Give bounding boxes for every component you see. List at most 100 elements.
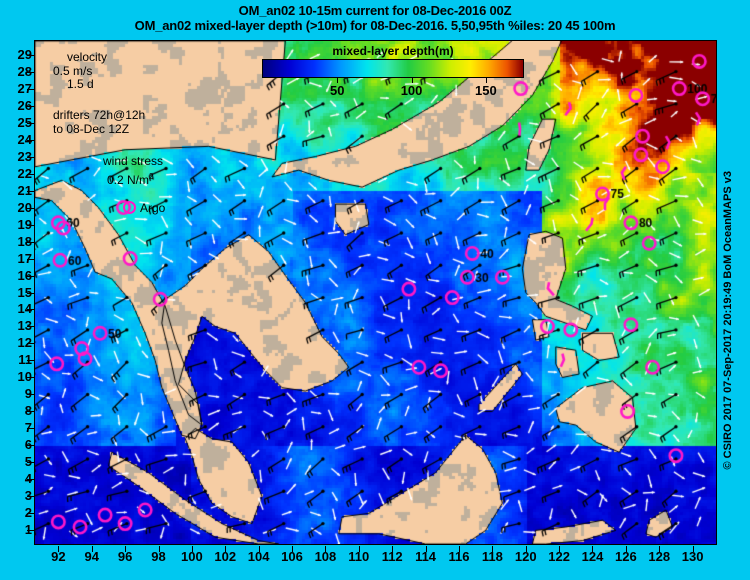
x-axis-tick-label: 98 (151, 549, 166, 564)
colorbar-tick-label: 50 (330, 83, 345, 98)
x-axis-tick-label: 128 (648, 549, 671, 564)
chart-title-line1: OM_an02 10-15m current for 08-Dec-2016 0… (238, 3, 512, 18)
x-axis-tick-mark (492, 546, 494, 552)
y-axis-tick-mark (27, 309, 34, 311)
x-axis-tick-mark (325, 546, 327, 552)
y-axis-tick-label: 6 (24, 437, 32, 453)
map-plot-area[interactable]: velocity 0.5 m/s 1.5 d drifters 72h@12h … (34, 40, 717, 545)
colorbar-tick-mark (485, 78, 487, 83)
x-axis-tick-mark (425, 546, 427, 552)
y-axis-tick-mark (27, 54, 34, 56)
current-wind-overlay-canvas (35, 41, 716, 544)
colorbar-gradient: 50 100 150 (262, 59, 524, 98)
y-axis-tick-label: 11 (18, 352, 32, 368)
x-axis-tick-label: 112 (381, 549, 403, 564)
y-axis-tick-mark (27, 428, 34, 430)
y-axis-tick-mark (27, 275, 34, 277)
copyright-credit: © CSIRO 2017 07-Sep-2017 20:19:49 BoM Oc… (722, 171, 734, 470)
x-axis-tick-mark (692, 546, 694, 552)
x-axis-tick-mark (592, 546, 594, 552)
x-axis-tick-mark (225, 546, 227, 552)
y-axis-tick-mark (27, 360, 34, 362)
x-axis-tick-mark (358, 546, 360, 552)
y-axis-tick-label: 7 (24, 420, 32, 436)
x-axis-tick-mark (559, 546, 561, 552)
x-axis-tick-mark (659, 546, 661, 552)
y-axis-tick-label: 9 (24, 386, 32, 402)
y-axis-tick-label: 10 (17, 369, 32, 385)
y-axis-tick-label: 25 (17, 114, 32, 130)
y-axis-tick-mark (27, 224, 34, 226)
y-axis-tick-label: 20 (17, 199, 32, 215)
y-axis-tick-label: 8 (24, 403, 32, 419)
x-axis-tick-label: 124 (581, 549, 604, 564)
y-axis-tick-label: 1 (24, 522, 32, 538)
x-axis-tick-mark (525, 546, 527, 552)
x-axis-tick-label: 94 (84, 549, 99, 564)
y-axis-tick-mark (27, 173, 34, 175)
y-axis-tick-label: 5 (24, 454, 32, 470)
y-axis-tick-label: 27 (17, 80, 32, 96)
y-axis-tick-label: 21 (17, 182, 32, 198)
y-axis-tick-mark (27, 343, 34, 345)
x-axis-tick-mark (292, 546, 294, 552)
x-axis-tick-mark (258, 546, 260, 552)
x-axis-tick-label: 120 (514, 549, 537, 564)
x-axis-tick-label: 92 (51, 549, 66, 564)
colorbar: mixed-layer depth(m) 50 100 150 (262, 44, 524, 98)
y-axis-tick-label: 24 (17, 131, 32, 147)
y-axis-tick-mark (27, 496, 34, 498)
x-axis-tick-label: 118 (481, 549, 503, 564)
x-axis-tick-mark (91, 546, 93, 552)
x-axis-tick-mark (191, 546, 193, 552)
x-axis-tick-mark (458, 546, 460, 552)
x-axis-tick-label: 106 (281, 549, 303, 564)
y-axis-tick-mark (27, 445, 34, 447)
y-axis-tick-label: 18 (17, 233, 32, 249)
y-axis-tick-mark (27, 258, 34, 260)
y-axis-tick-mark (27, 513, 34, 515)
argo-legend-marker-icon (123, 201, 136, 214)
y-axis-tick-label: 12 (17, 335, 32, 351)
x-axis-tick-mark (158, 546, 160, 552)
y-axis-tick-label: 28 (17, 63, 32, 79)
x-axis-tick-label: 100 (181, 549, 203, 564)
y-axis-tick-label: 16 (17, 267, 32, 283)
colorbar-tick-label: 100 (400, 83, 423, 98)
x-axis-tick-label: 110 (348, 549, 370, 564)
chart-title-line2: OM_an02 mixed-layer depth (>10m) for 08-… (134, 18, 616, 33)
x-axis-tick-label: 104 (247, 549, 270, 564)
y-axis-tick-label: 14 (17, 301, 32, 317)
x-axis-tick-label: 108 (314, 549, 337, 564)
x-axis-tick-mark (392, 546, 394, 552)
colorbar-tick-mark (337, 78, 339, 83)
y-axis-tick-label: 4 (24, 471, 32, 487)
y-axis-tick-label: 15 (17, 284, 32, 300)
y-axis-tick-mark (27, 326, 34, 328)
y-axis-tick-label: 22 (17, 165, 32, 181)
y-axis-tick-mark (27, 377, 34, 379)
y-axis-tick-mark (27, 394, 34, 396)
x-axis-tick-label: 122 (548, 549, 570, 564)
x-axis-tick-label: 130 (681, 549, 704, 564)
x-axis-tick-label: 116 (448, 549, 470, 564)
x-axis-tick-mark (625, 546, 627, 552)
x-axis-tick-label: 114 (415, 549, 437, 564)
colorbar-tick-mark (411, 78, 413, 83)
y-axis-tick-label: 3 (24, 488, 32, 504)
y-axis-tick-mark (27, 462, 34, 464)
y-axis-tick-mark (27, 190, 34, 192)
x-axis-tick-label: 102 (214, 549, 237, 564)
y-axis-tick-mark (27, 241, 34, 243)
y-axis-tick-label: 2 (24, 505, 32, 521)
y-axis-tick-mark (27, 479, 34, 481)
y-axis-tick-mark (27, 411, 34, 413)
colorbar-tick-label: 150 (474, 83, 497, 98)
y-axis-tick-label: 29 (17, 46, 32, 62)
y-axis-tick-mark (27, 292, 34, 294)
y-axis-tick-label: 19 (17, 216, 32, 232)
y-axis-tick-label: 26 (17, 97, 32, 113)
colorbar-canvas (263, 60, 523, 77)
x-axis-tick-mark (58, 546, 60, 552)
